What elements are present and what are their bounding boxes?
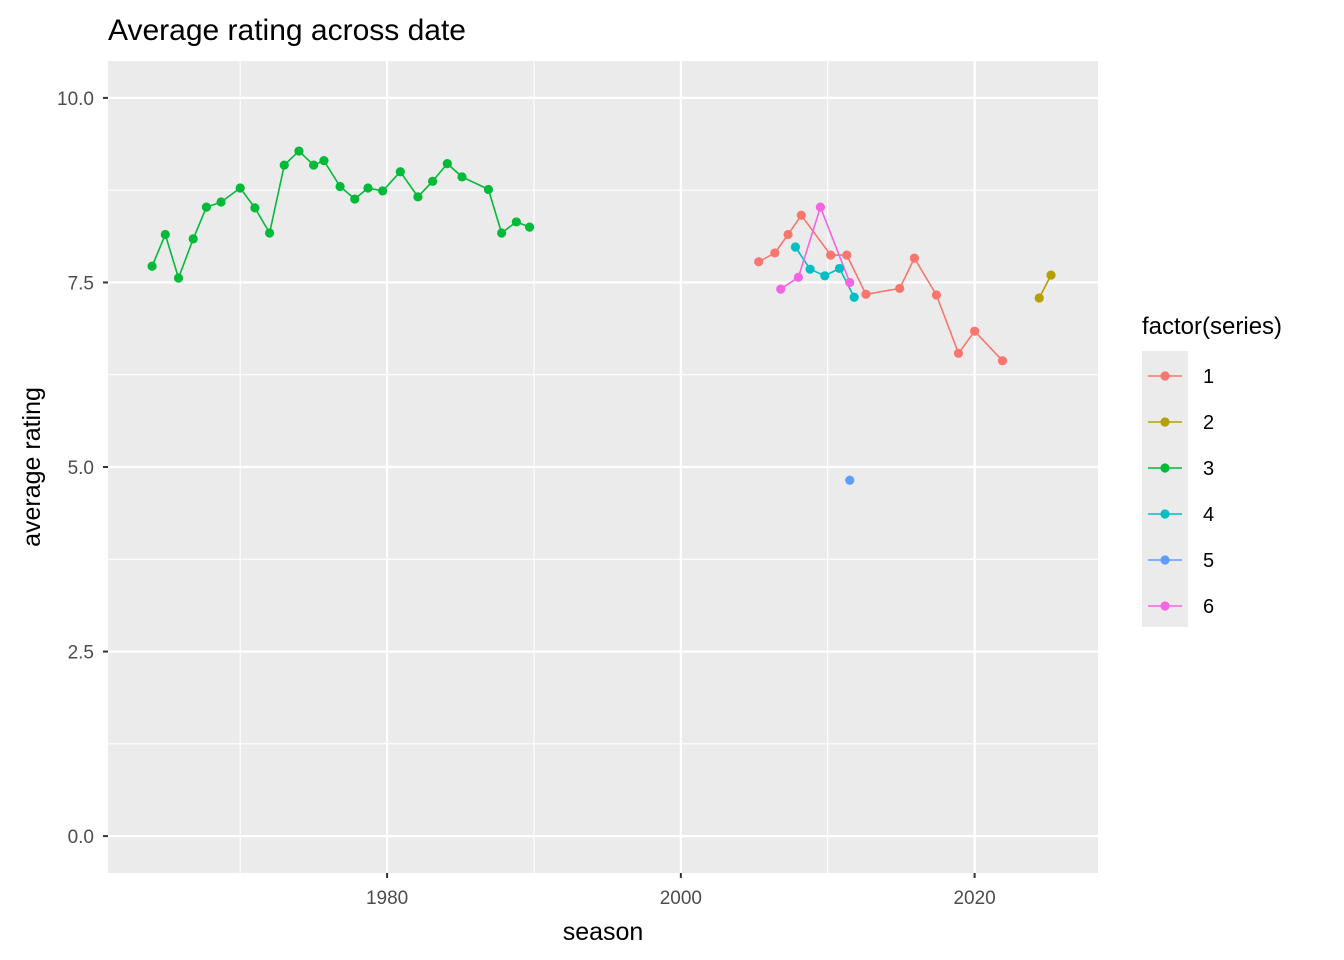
- data-point-series-1: [754, 257, 764, 267]
- data-point-series-3: [350, 194, 360, 204]
- y-tick-label: 7.5: [68, 273, 94, 294]
- legend-label-5: 5: [1203, 550, 1214, 572]
- x-axis: 1980 2000 2020: [366, 873, 996, 909]
- data-point-series-6: [793, 272, 803, 282]
- grid-major: [108, 61, 1098, 873]
- data-point-series-3: [279, 160, 289, 170]
- y-tick-label: 0.0: [68, 827, 94, 848]
- data-point-series-4: [790, 242, 801, 252]
- legend-key-point-5: [1160, 555, 1170, 565]
- data-point-series-3: [363, 183, 373, 193]
- data-point-series-1: [842, 250, 852, 260]
- legend-key-point-1: [1160, 371, 1170, 381]
- data-point-series-3: [294, 146, 304, 156]
- data-point-series-3: [524, 222, 535, 232]
- data-point-series-3: [264, 228, 275, 238]
- data-point-series-1: [770, 248, 780, 258]
- y-tick-label: 10.0: [57, 89, 94, 110]
- data-point-series-3: [235, 183, 245, 193]
- x-axis-title: season: [563, 918, 644, 946]
- data-point-series-3: [442, 159, 452, 169]
- series-line-6: [780, 206, 851, 290]
- data-point-series-1: [826, 250, 836, 260]
- data-point-series-1: [909, 253, 919, 263]
- data-point-series-4: [820, 271, 830, 281]
- data-point-series-3: [497, 228, 507, 238]
- x-tick-label: 2000: [660, 888, 702, 909]
- data-point-series-3: [201, 202, 212, 212]
- data-point-series-1: [895, 283, 905, 293]
- x-tick-label: 2020: [953, 888, 995, 909]
- legend-label-6: 6: [1203, 596, 1214, 618]
- data-point-series-3: [250, 203, 260, 213]
- data-point-series-1: [783, 229, 793, 240]
- data-point-series-1: [970, 326, 980, 336]
- data-point-series-3: [511, 217, 521, 227]
- x-tick-label: 1980: [366, 888, 408, 909]
- y-tick-label: 5.0: [68, 458, 94, 479]
- legend-key-point-6: [1160, 601, 1170, 611]
- data-point-series-3: [173, 273, 184, 283]
- data-point-series-3: [428, 176, 438, 186]
- data-point-series-3: [188, 234, 198, 244]
- data-point-series-4: [805, 264, 815, 274]
- data-point-series-6: [776, 284, 786, 294]
- data-point-series-1: [953, 348, 964, 358]
- chart-title: Average rating across date: [108, 14, 466, 47]
- data-point-series-6: [845, 277, 855, 288]
- data-point-series-3: [335, 181, 345, 192]
- data-point-series-3: [160, 229, 170, 240]
- data-point-series-3: [395, 167, 405, 177]
- data-point-series-2: [1046, 270, 1056, 280]
- data-point-series-1: [997, 356, 1008, 366]
- legend-label-4: 4: [1203, 504, 1214, 526]
- data-point-series-3: [147, 261, 157, 271]
- legend-key-point-3: [1160, 463, 1170, 473]
- legend-title: factor(series): [1142, 313, 1282, 340]
- y-tick-label: 2.5: [68, 643, 94, 664]
- data-point-series-1: [796, 210, 806, 220]
- legend-label-3: 3: [1203, 458, 1214, 480]
- legend-key-point-2: [1160, 417, 1170, 427]
- series-points: [147, 146, 1056, 485]
- data-point-series-6: [815, 202, 825, 212]
- data-point-series-3: [216, 197, 226, 207]
- y-axis: 0.0 2.5 5.0 7.5 10.0: [57, 89, 108, 848]
- data-point-series-4: [849, 292, 859, 302]
- legend: factor(series) 1 2 3 4 5 6: [1142, 313, 1282, 627]
- y-axis-title: average rating: [18, 387, 46, 547]
- data-point-series-3: [309, 160, 319, 170]
- data-point-series-3: [378, 186, 388, 196]
- legend-label-2: 2: [1203, 412, 1214, 434]
- data-point-series-1: [861, 289, 871, 299]
- data-point-series-3: [483, 184, 494, 195]
- data-point-series-2: [1034, 293, 1044, 303]
- data-point-series-4: [834, 263, 845, 274]
- data-point-series-3: [413, 192, 423, 202]
- legend-key-point-4: [1160, 509, 1170, 519]
- data-point-series-5: [845, 475, 855, 485]
- data-point-series-3: [457, 172, 467, 182]
- data-point-series-1: [931, 290, 942, 300]
- data-point-series-3: [319, 156, 329, 166]
- legend-label-1: 1: [1203, 366, 1214, 388]
- legend-key-background: [1142, 351, 1188, 627]
